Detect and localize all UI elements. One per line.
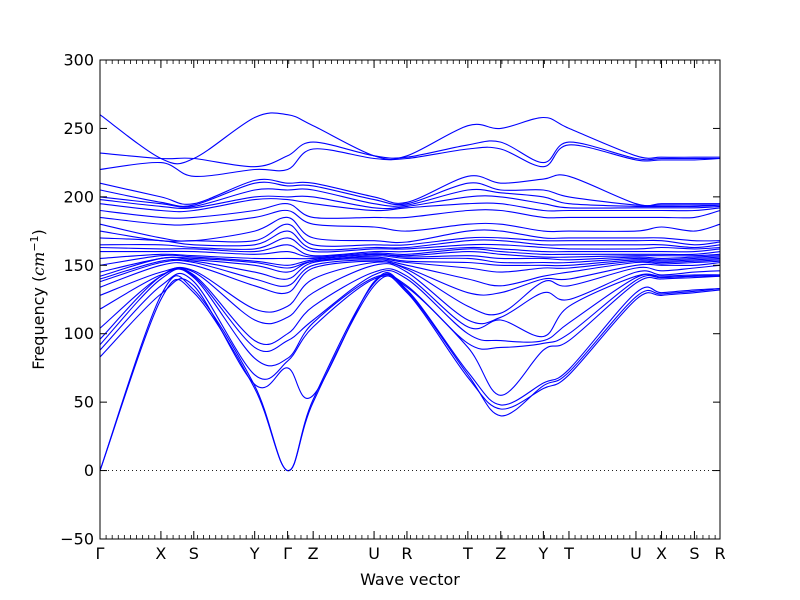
band-line-23 — [99, 209, 721, 233]
y-axis-title-unit: cm — [29, 252, 48, 276]
band-line-24 — [99, 203, 721, 219]
band-line-31 — [99, 140, 720, 168]
y-tick-label: 100 — [63, 324, 94, 343]
x-tick-label: X — [656, 544, 667, 563]
x-tick-label: Γ — [283, 544, 292, 563]
x-tick-label: Y — [249, 544, 260, 563]
x-tick-label: Y — [537, 544, 548, 563]
band-line-21 — [99, 223, 721, 247]
y-axis-title: Frequency (cm−1) — [28, 229, 48, 370]
band-line-32 — [99, 112, 720, 165]
y-tick-label: −50 — [60, 530, 94, 549]
x-tick-label: T — [563, 544, 574, 563]
x-tick-label: R — [401, 544, 412, 563]
band-line-10 — [99, 260, 721, 296]
y-tick-label: 150 — [63, 256, 94, 275]
x-axis-title: Wave vector — [360, 570, 460, 589]
x-tick-label: Γ — [96, 544, 105, 563]
y-tick-label: 50 — [74, 393, 94, 412]
x-tick-label: T — [462, 544, 473, 563]
y-axis-ticks: −50 0 50 100 150 200 250 300 — [60, 51, 720, 549]
band-line-12 — [99, 257, 721, 280]
y-tick-label: 250 — [63, 119, 94, 138]
band-line-7 — [99, 267, 721, 346]
x-tick-label: S — [189, 544, 199, 563]
band-line-5 — [99, 268, 721, 367]
band-line-30 — [99, 144, 721, 177]
band-line-20 — [99, 230, 721, 251]
band-line-26 — [99, 195, 721, 210]
x-tick-label: U — [368, 544, 380, 563]
band-line-22 — [99, 216, 721, 244]
y-tick-label: 200 — [63, 187, 94, 206]
band-line-28 — [99, 181, 720, 207]
band-line-16 — [99, 251, 721, 260]
band-line-29 — [99, 174, 720, 207]
band-line-2 — [99, 273, 721, 472]
band-line-11 — [99, 259, 721, 287]
y-tick-label: 0 — [84, 461, 94, 480]
y-tick-label: 300 — [63, 51, 94, 70]
band-line-15 — [99, 253, 721, 266]
plot-frame — [99, 59, 721, 540]
band-line-25 — [99, 198, 721, 213]
band-line-9 — [99, 261, 721, 316]
x-tick-label: U — [630, 544, 642, 563]
x-tick-label: Z — [495, 544, 506, 563]
band-line-14 — [99, 255, 721, 273]
band-line-3 — [99, 272, 721, 406]
y-axis-title-unit-exp: −1 — [28, 235, 41, 251]
plot-bands — [99, 112, 721, 472]
band-line-18 — [99, 244, 721, 257]
y-axis-title-text: Frequency — [29, 287, 48, 370]
band-line-19 — [99, 237, 721, 253]
x-tick-label: R — [714, 544, 725, 563]
x-tick-label: X — [155, 544, 166, 563]
band-line-13 — [99, 256, 721, 277]
y-axis-title-open: ( — [29, 276, 48, 287]
band-line-27 — [99, 188, 721, 208]
x-tick-label: S — [689, 544, 699, 563]
y-axis-title-close: ) — [29, 229, 48, 235]
band-line-1 — [99, 275, 721, 472]
band-line-17 — [100, 248, 721, 258]
band-line-8 — [99, 263, 721, 325]
x-tick-label: Z — [308, 544, 319, 563]
